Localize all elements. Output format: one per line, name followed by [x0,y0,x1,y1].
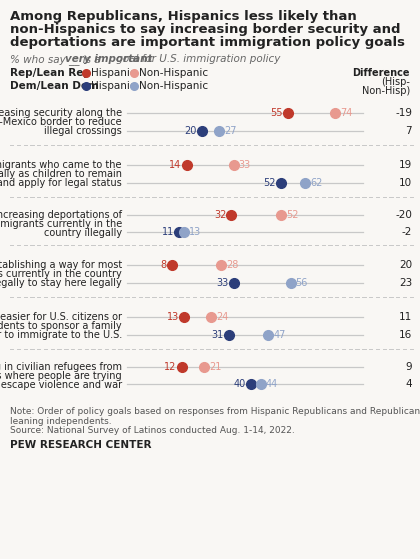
Text: PEW RESEARCH CENTER: PEW RESEARCH CENTER [10,440,152,450]
Text: 44: 44 [266,379,278,389]
Text: country illegally as children to remain: country illegally as children to remain [0,169,122,179]
Text: immigrants currently in the country: immigrants currently in the country [0,269,122,279]
Text: non-Hispanics to say increasing border security and: non-Hispanics to say increasing border s… [10,23,401,36]
Text: Hispanic: Hispanic [91,68,136,78]
Text: Allowing immigrants who came to the: Allowing immigrants who came to the [0,160,122,170]
Text: 4: 4 [405,379,412,389]
Text: -19: -19 [395,107,412,117]
Text: 62: 62 [310,178,323,188]
Text: 40: 40 [234,379,246,389]
Text: 32: 32 [214,210,226,220]
Text: 31: 31 [212,330,224,340]
Text: deportations are important immigration policy goals: deportations are important immigration p… [10,36,405,49]
Text: illegally to stay here legally: illegally to stay here legally [0,278,122,288]
Text: -20: -20 [395,210,412,220]
Text: % who say __ is a: % who say __ is a [10,54,104,65]
Text: member to immigrate to the U.S.: member to immigrate to the U.S. [0,330,122,340]
Text: 10: 10 [399,178,412,188]
Text: illegal crossings: illegal crossings [44,126,122,136]
Text: 74: 74 [340,107,352,117]
Text: Note: Order of policy goals based on responses from Hispanic Republicans and Rep: Note: Order of policy goals based on res… [10,407,420,416]
Text: 19: 19 [399,160,412,169]
Text: Non-Hispanic: Non-Hispanic [139,68,208,78]
Text: 55: 55 [270,107,283,117]
Text: 28: 28 [226,259,239,269]
Text: 7: 7 [405,126,412,136]
Text: Establishing a way for most: Establishing a way for most [0,260,122,269]
Text: Non-Hisp): Non-Hisp) [362,86,410,96]
Text: 27: 27 [224,126,236,136]
Text: legal residents to sponsor a family: legal residents to sponsor a family [0,321,122,331]
Text: 33: 33 [239,160,251,169]
Text: 52: 52 [263,178,276,188]
Text: Among Republicans, Hispanics less likely than: Among Republicans, Hispanics less likely… [10,10,357,23]
Text: 20: 20 [184,126,197,136]
Text: 13: 13 [189,227,202,237]
Text: U.S.-Mexico border to reduce: U.S.-Mexico border to reduce [0,117,122,127]
Text: very important: very important [65,54,152,64]
Text: Hispanic: Hispanic [91,81,136,91]
Text: (Hisp-: (Hisp- [381,77,410,87]
Text: Difference: Difference [352,68,410,78]
Text: Source: National Survey of Latinos conducted Aug. 1-14, 2022.: Source: National Survey of Latinos condu… [10,426,295,435]
Text: 14: 14 [169,160,182,169]
Text: 12: 12 [164,362,177,372]
Text: -2: -2 [402,227,412,237]
Text: leaning independents.: leaning independents. [10,416,112,425]
Text: 23: 23 [399,278,412,288]
Text: 56: 56 [296,278,308,288]
Text: country illegally: country illegally [44,228,122,238]
Text: Dem/Lean Dem: Dem/Lean Dem [10,81,99,91]
Text: 11: 11 [162,227,174,237]
Text: countries where people are trying: countries where people are trying [0,371,122,381]
Text: Taking in civilian refugees from: Taking in civilian refugees from [0,362,122,372]
Text: Making it easier for U.S. citizens or: Making it easier for U.S. citizens or [0,312,122,321]
Text: to escape violence and war: to escape violence and war [0,380,122,390]
Text: 47: 47 [273,330,286,340]
Text: 13: 13 [167,311,179,321]
Text: 9: 9 [405,362,412,372]
Text: goal for U.S. immigration policy: goal for U.S. immigration policy [113,54,281,64]
Text: 11: 11 [399,311,412,321]
Text: 33: 33 [216,278,229,288]
Text: 16: 16 [399,330,412,340]
Text: 24: 24 [216,311,229,321]
Text: 21: 21 [209,362,221,372]
Text: Non-Hispanic: Non-Hispanic [139,81,208,91]
Text: 52: 52 [286,210,298,220]
Text: Increasing security along the: Increasing security along the [0,108,122,118]
Text: 20: 20 [399,259,412,269]
Text: Increasing deportations of: Increasing deportations of [0,210,122,220]
Text: immigrants currently in the: immigrants currently in the [0,219,122,229]
Text: Rep/Lean Rep: Rep/Lean Rep [10,68,91,78]
Text: 8: 8 [161,259,167,269]
Text: in the U.S. and apply for legal status: in the U.S. and apply for legal status [0,178,122,188]
